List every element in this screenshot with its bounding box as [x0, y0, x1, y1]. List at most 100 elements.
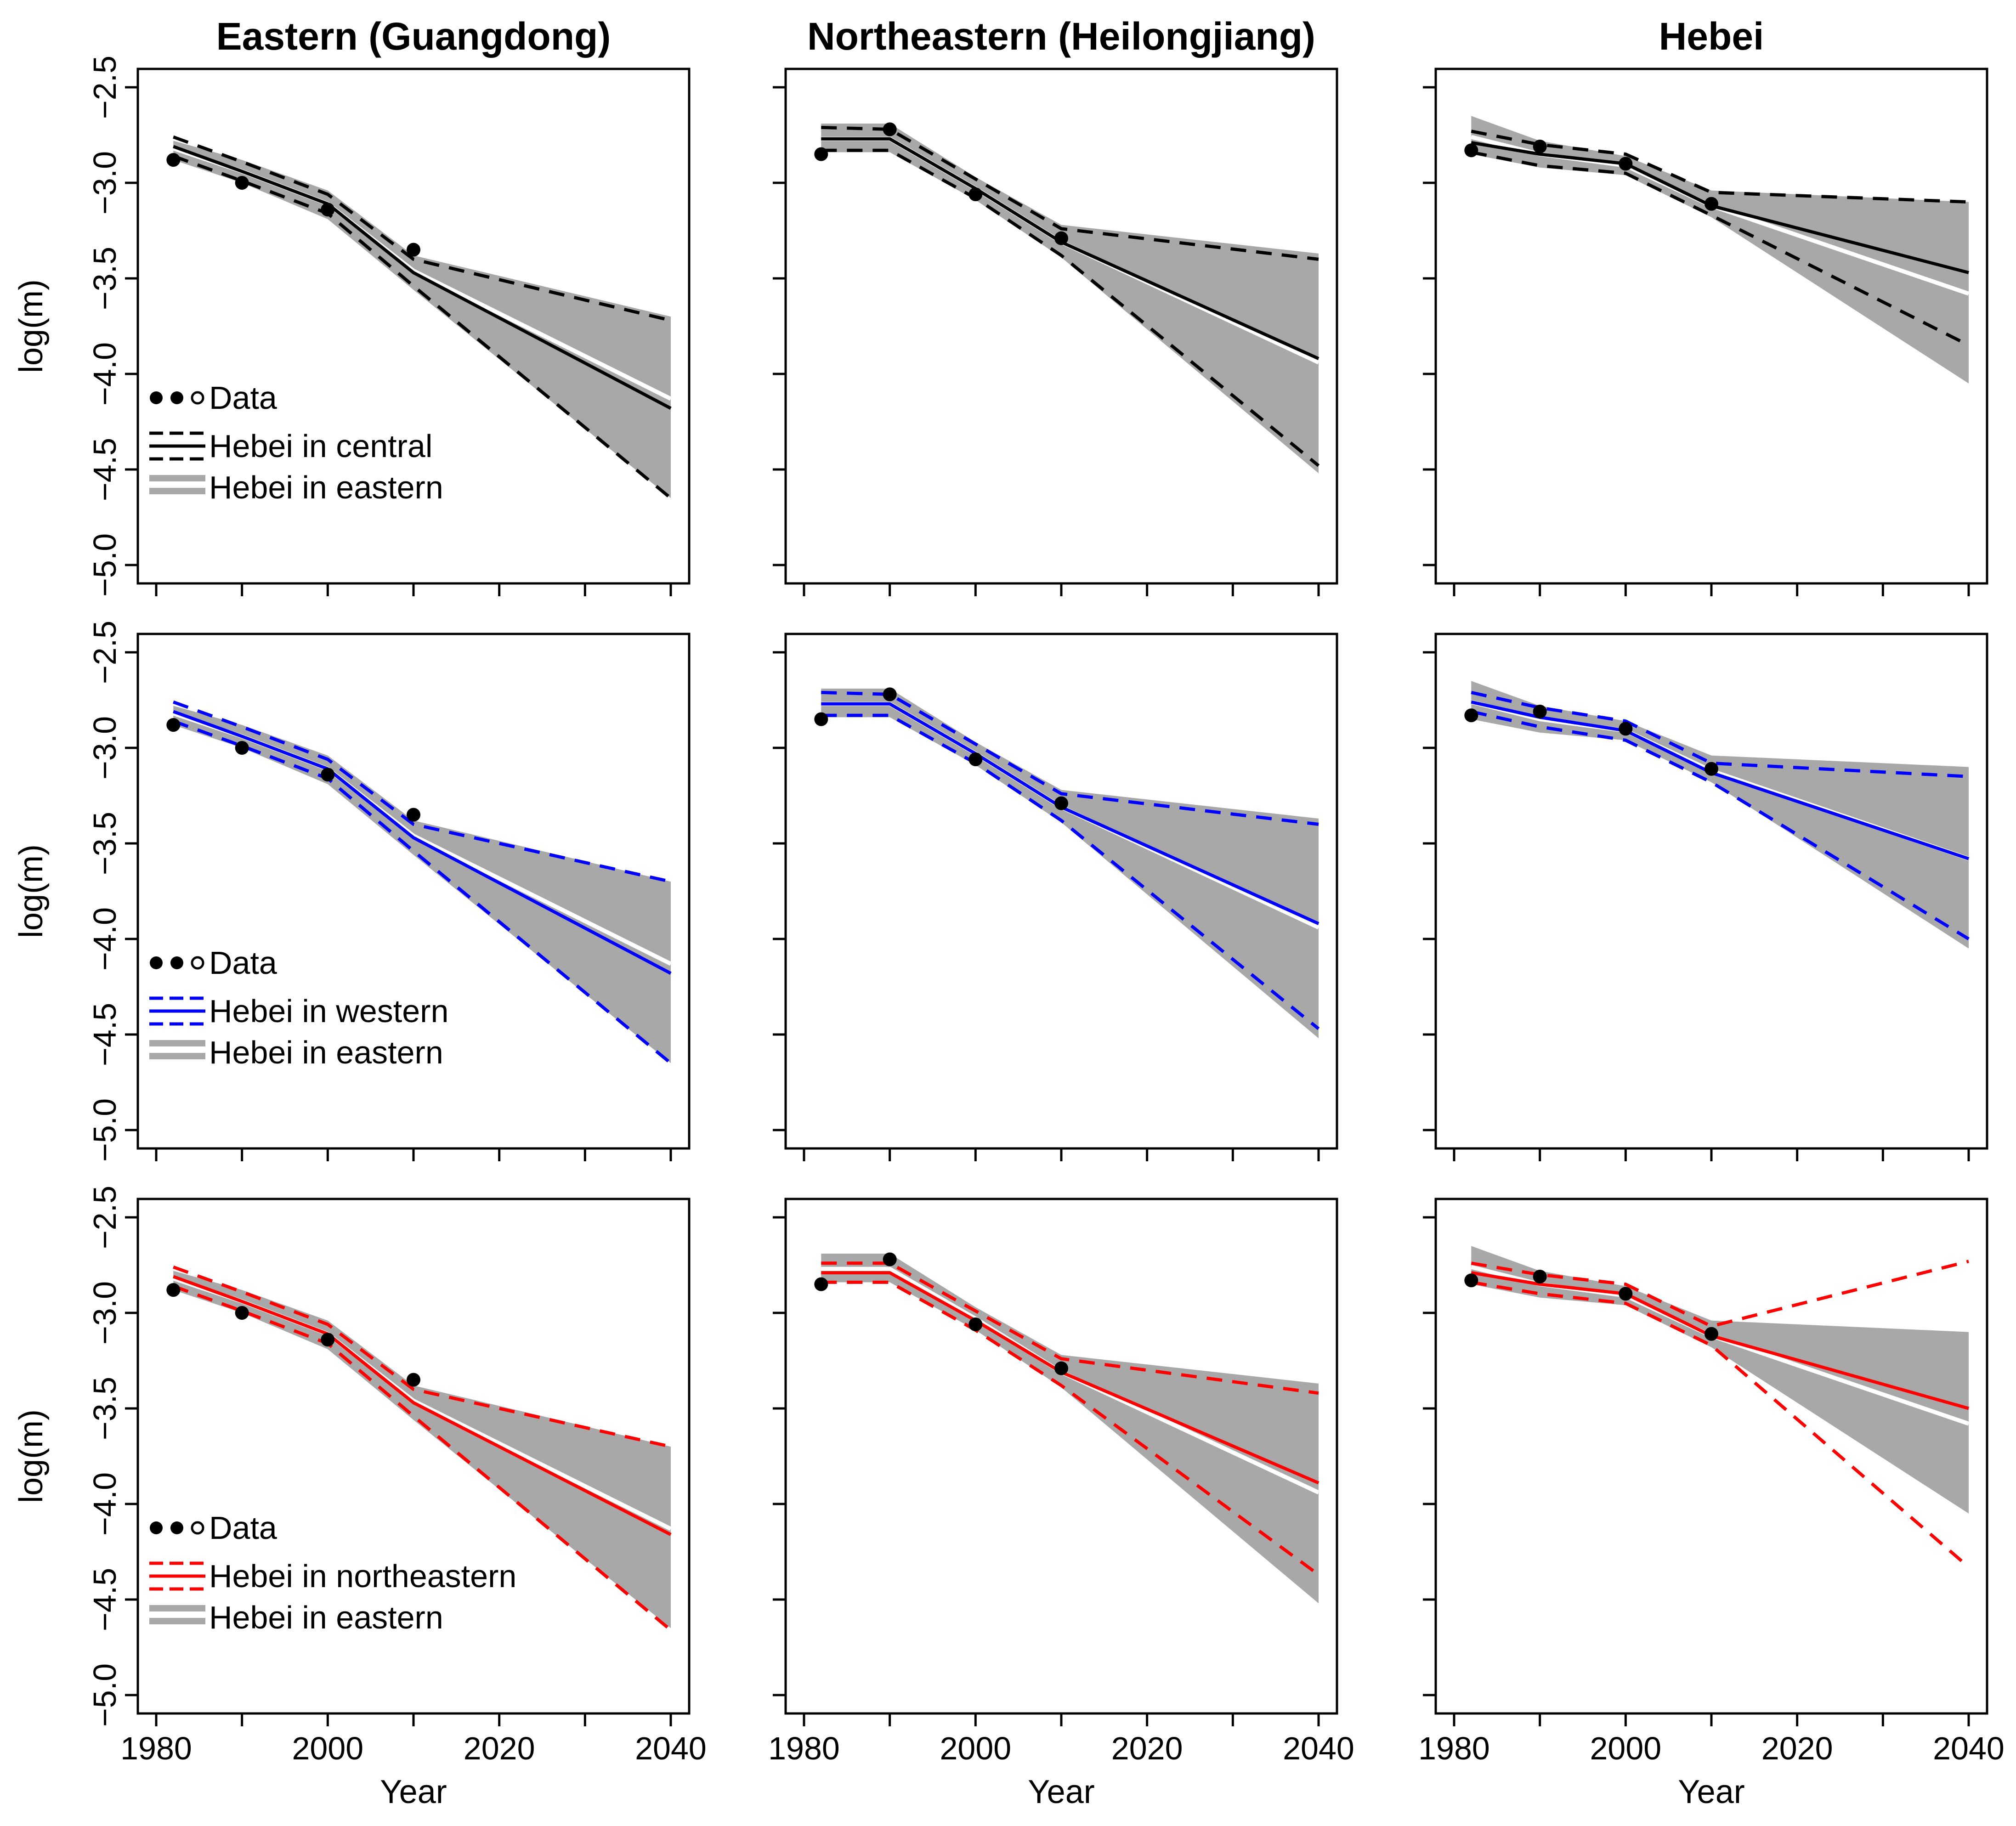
- x-tick-label: 2020: [464, 1730, 535, 1766]
- data-point: [166, 1283, 181, 1297]
- legend-eastern-label: Hebei in eastern: [209, 469, 443, 505]
- column-title-1: Eastern (Guangdong): [216, 15, 611, 58]
- data-point: [321, 203, 335, 217]
- data-point: [814, 1277, 828, 1291]
- data-point: [883, 687, 897, 701]
- y-tick-label: −2.5: [87, 56, 123, 119]
- y-tick-label: −4.5: [87, 438, 123, 501]
- y-tick-label: −2.5: [87, 621, 123, 684]
- x-tick-label: 2000: [940, 1730, 1011, 1766]
- y-tick-label: −3.0: [87, 1281, 123, 1345]
- data-point: [968, 752, 983, 766]
- data-point: [883, 1252, 897, 1266]
- legend-data-marker: [150, 1521, 163, 1534]
- panel-r3-c2: 1980 2000 2020 2040 Year: [768, 1198, 1354, 1810]
- y-tick-label: −5.0: [87, 1098, 123, 1162]
- panel-r2-c1: −2.5 −3.0 −3.5 −4.0 −4.5 −5.0 log(m) Data Hebei …: [13, 621, 691, 1162]
- series-lower-line: [1471, 710, 1970, 940]
- legend-data-marker: [170, 1521, 183, 1534]
- y-tick-label: −4.5: [87, 1003, 123, 1066]
- panel-r1-c2: [773, 68, 1338, 596]
- y-tick-label: −3.0: [87, 716, 123, 780]
- y-tick-label: −3.5: [87, 1377, 123, 1440]
- y-tick-label: −4.0: [87, 1472, 123, 1536]
- series-upper-line: [821, 690, 1319, 826]
- eastern-band: [173, 1271, 671, 1628]
- data-point: [321, 768, 335, 782]
- eastern-band: [1471, 681, 1969, 949]
- legend: Data Hebei in western Hebei in eastern: [149, 945, 448, 1070]
- y-axis-title: log(m): [13, 279, 50, 373]
- eastern-band: [821, 689, 1319, 1039]
- data-point: [407, 1373, 420, 1387]
- data-point: [321, 1333, 335, 1347]
- x-tick-label: 2020: [1111, 1730, 1183, 1766]
- series-upper-line: [173, 135, 671, 322]
- data-point: [1054, 231, 1068, 245]
- legend-data-marker: [150, 956, 163, 969]
- data-point: [166, 153, 181, 167]
- data-point: [1054, 796, 1068, 810]
- x-axis-title: Year: [1678, 1774, 1744, 1810]
- data-point: [1533, 704, 1547, 718]
- y-tick-label: −3.5: [87, 812, 123, 875]
- panel-r1-c1: −2.5 −3.0 −3.5 −4.0 −4.5 −5.0 log(m) Data Hebei …: [13, 56, 691, 597]
- eastern-band: [173, 141, 671, 498]
- data-point: [1619, 722, 1633, 736]
- legend-data-marker: [170, 391, 183, 404]
- x-tick-label: 2040: [1283, 1730, 1354, 1766]
- y-tick-label: −2.5: [87, 1186, 123, 1249]
- y-tick-label: −5.0: [87, 1663, 123, 1727]
- y-tick-label: −4.0: [87, 342, 123, 406]
- data-point: [1619, 157, 1633, 171]
- x-tick-label: 1980: [768, 1730, 840, 1766]
- data-point: [235, 741, 249, 755]
- data-point: [1464, 1273, 1478, 1288]
- series-upper-line: [1471, 130, 1969, 204]
- data-point: [235, 1306, 249, 1320]
- column-title-2: Northeastern (Heilongjiang): [807, 15, 1315, 58]
- legend-eastern-label: Hebei in eastern: [209, 1035, 443, 1070]
- data-point: [1619, 1287, 1633, 1301]
- eastern-band: [1471, 116, 1969, 384]
- legend-eastern-label: Hebei in eastern: [209, 1600, 443, 1635]
- data-point: [1705, 1327, 1718, 1341]
- series-upper-line: [821, 1261, 1319, 1395]
- eastern-band: [173, 706, 671, 1063]
- y-tick-label: −4.0: [87, 907, 123, 971]
- legend-data-label: Data: [209, 1510, 277, 1546]
- y-axis-title: log(m): [13, 844, 50, 938]
- data-point: [1533, 1269, 1547, 1283]
- data-point: [1705, 762, 1718, 776]
- series-upper-line: [1471, 1260, 1969, 1328]
- y-tick-label: −4.5: [87, 1568, 123, 1631]
- data-point: [407, 243, 420, 257]
- data-point: [1464, 143, 1478, 158]
- data-point: [968, 1317, 983, 1331]
- legend: Data Hebei in northeastern Hebei in easter…: [149, 1510, 516, 1635]
- data-point: [166, 718, 181, 732]
- legend-data-marker-open: [191, 1521, 204, 1535]
- series-lower-line: [1471, 150, 1970, 347]
- legend-data-marker-open: [191, 391, 204, 405]
- panel-r2-c2: [773, 633, 1338, 1161]
- legend-data-marker: [170, 956, 183, 969]
- legend-data-marker-open: [191, 956, 204, 970]
- legend-series-label: Hebei in northeastern: [209, 1558, 516, 1594]
- column-title-3: Hebei: [1659, 15, 1764, 58]
- eastern-band: [821, 124, 1319, 474]
- x-tick-label: 2020: [1761, 1730, 1833, 1766]
- series-upper-line: [173, 1265, 671, 1448]
- x-axis-title: Year: [380, 1774, 447, 1810]
- x-tick-label: 2000: [1590, 1730, 1661, 1766]
- series-upper-line: [173, 700, 671, 883]
- panel-r1-c3: [1423, 68, 1988, 596]
- x-axis-title: Year: [1028, 1774, 1094, 1810]
- data-point: [968, 187, 983, 201]
- legend-data-label: Data: [209, 380, 277, 416]
- y-tick-label: −5.0: [87, 533, 123, 597]
- legend-series-label: Hebei in western: [209, 993, 448, 1029]
- legend-series-label: Hebei in central: [209, 428, 432, 464]
- x-tick-label: 2000: [292, 1730, 363, 1766]
